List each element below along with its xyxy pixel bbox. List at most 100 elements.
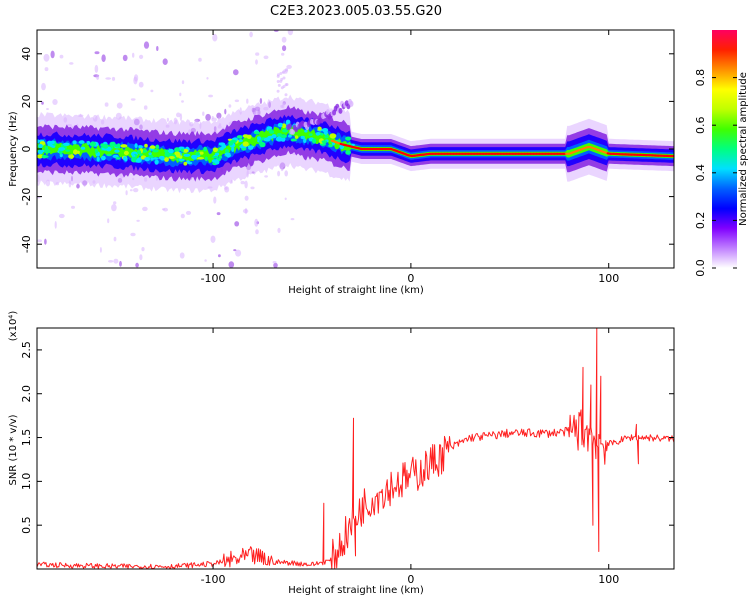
spectral-speck: [76, 150, 80, 154]
spectral-speck: [224, 152, 231, 156]
spectral-speck: [114, 149, 120, 153]
snr-plot-area: [37, 328, 674, 569]
noise-speck: [290, 218, 295, 221]
spectral-speck: [115, 157, 121, 160]
noise-speck: [224, 108, 227, 115]
noise-speck: [113, 258, 119, 264]
noise-speck: [228, 261, 235, 268]
noise-speck: [210, 235, 216, 243]
noise-speck: [282, 76, 286, 80]
noise-speck: [208, 94, 214, 98]
spectral-speck: [288, 134, 292, 138]
noise-speck: [143, 105, 148, 110]
noise-speck: [279, 72, 283, 75]
noise-speck: [71, 205, 75, 209]
spectral-speck: [37, 149, 44, 155]
spectral-speck: [237, 139, 243, 143]
noise-speck: [46, 108, 49, 110]
x-tick-label: -100: [201, 573, 226, 586]
spectral-speck: [123, 156, 127, 161]
noise-speck: [133, 76, 138, 85]
spectral-speck: [155, 144, 160, 149]
x-tick-label: 0: [407, 272, 414, 285]
noise-speck: [284, 197, 287, 201]
noise-speck: [108, 260, 114, 263]
spectral-speck: [180, 148, 184, 152]
spectral-speck: [280, 134, 287, 139]
spectral-speck: [316, 132, 320, 136]
noise-speck: [59, 54, 64, 59]
colorbar-label: Normalized spectral amplitude: [738, 72, 749, 226]
colorbar-gradient: [712, 30, 737, 268]
noise-speck: [44, 67, 49, 72]
colorbar-tick-label: 0.4: [694, 164, 707, 182]
spectral-speck: [183, 153, 191, 157]
noise-speck: [181, 80, 185, 85]
noise-speck: [125, 190, 128, 196]
spectral-speck: [109, 141, 116, 147]
y-tick-label: 0.5: [20, 516, 33, 534]
x-tick-label: 0: [407, 573, 414, 586]
spectral-speck: [136, 150, 142, 155]
noise-speck: [69, 62, 74, 65]
noise-speck: [287, 30, 294, 36]
spectral-speck: [86, 140, 91, 145]
noise-speck: [216, 212, 221, 216]
spectral-speck: [102, 143, 109, 149]
spectral-speck: [44, 146, 49, 150]
spectral-speck: [101, 155, 106, 161]
spectral-speck: [158, 155, 165, 160]
upper-branch-speck: [294, 126, 299, 133]
spectral-speck: [164, 157, 169, 162]
noise-speck: [179, 113, 183, 121]
spectral-speck: [203, 146, 208, 152]
noise-speck: [213, 196, 217, 204]
noise-speck: [50, 50, 55, 59]
noise-speck: [141, 247, 145, 252]
spectral-speck: [174, 147, 180, 153]
noise-speck: [107, 218, 110, 224]
spectral-speck: [89, 141, 96, 147]
noise-speck: [204, 259, 207, 262]
noise-speck: [135, 262, 139, 268]
spectral-speck: [214, 152, 220, 156]
noise-speck: [240, 180, 245, 185]
spectral-speck: [164, 152, 171, 157]
noise-speck: [205, 113, 211, 121]
noise-speck: [111, 204, 117, 212]
spectral-speck: [204, 156, 208, 162]
noise-speck: [263, 55, 269, 60]
noise-speck: [133, 188, 139, 193]
spectral-speck: [218, 155, 223, 159]
spectral-speck: [323, 130, 328, 136]
spectral-speck: [168, 156, 175, 159]
spectral-speck: [94, 148, 98, 154]
noise-speck: [181, 100, 184, 103]
spectral-speck: [247, 145, 255, 149]
upper-branch-speck: [346, 103, 351, 110]
spectral-speck: [70, 154, 74, 159]
noise-speck: [255, 52, 260, 56]
spectral-speck: [324, 134, 329, 139]
spectral-speck: [178, 158, 185, 162]
spectral-speck: [44, 149, 51, 154]
spectral-speck: [242, 141, 249, 147]
noise-speck: [244, 195, 249, 201]
noise-speck: [162, 58, 168, 65]
spectral-speck: [312, 138, 317, 144]
noise-speck: [224, 186, 230, 193]
spectral-speck: [197, 157, 205, 160]
noise-speck: [233, 69, 239, 76]
spectral-speck: [317, 126, 322, 131]
noise-speck: [276, 80, 280, 83]
noise-speck: [96, 74, 100, 80]
noise-speck: [58, 213, 65, 219]
noise-speck: [176, 112, 181, 118]
spectral-speck: [96, 156, 100, 162]
spectral-speck: [214, 160, 220, 165]
spectral-speck: [72, 140, 77, 145]
spectral-speck: [320, 132, 324, 136]
noise-speck: [255, 59, 258, 65]
upper-branch-speck: [349, 100, 354, 107]
